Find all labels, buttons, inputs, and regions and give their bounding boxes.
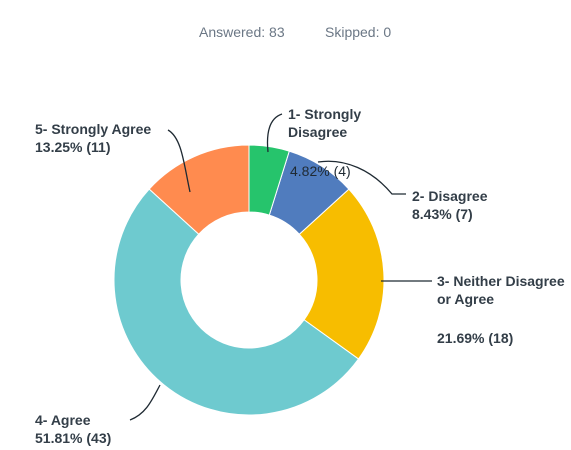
donut-slice xyxy=(248,144,290,216)
value-label: 13.25% (11) xyxy=(35,139,111,155)
donut-slice xyxy=(268,150,350,235)
skipped-count: Skipped: 0 xyxy=(325,24,392,40)
slice-label: 1- Strongly Disagree xyxy=(288,106,362,140)
value-label: 4.82% (4) xyxy=(290,163,351,179)
slice-label: 5- Strongly Agree xyxy=(35,121,152,137)
value-label: 8.43% (7) xyxy=(412,206,473,222)
answered-count: Answered: 83 xyxy=(199,24,285,40)
slice-label: 4- Agree xyxy=(35,412,91,428)
slice-label: 2- Disagree xyxy=(412,188,488,204)
donut-slice xyxy=(113,188,360,416)
leader-line xyxy=(129,384,161,421)
donut-slice xyxy=(298,188,385,360)
leader-line xyxy=(167,129,191,193)
leader-lines xyxy=(129,113,432,421)
leader-line xyxy=(317,160,406,195)
value-label: 51.81% (43) xyxy=(35,430,112,446)
slice-label: 3- Neither Disagree or Agree xyxy=(437,273,565,307)
leader-line xyxy=(266,113,283,153)
value-label: 21.69% (18) xyxy=(437,330,514,346)
